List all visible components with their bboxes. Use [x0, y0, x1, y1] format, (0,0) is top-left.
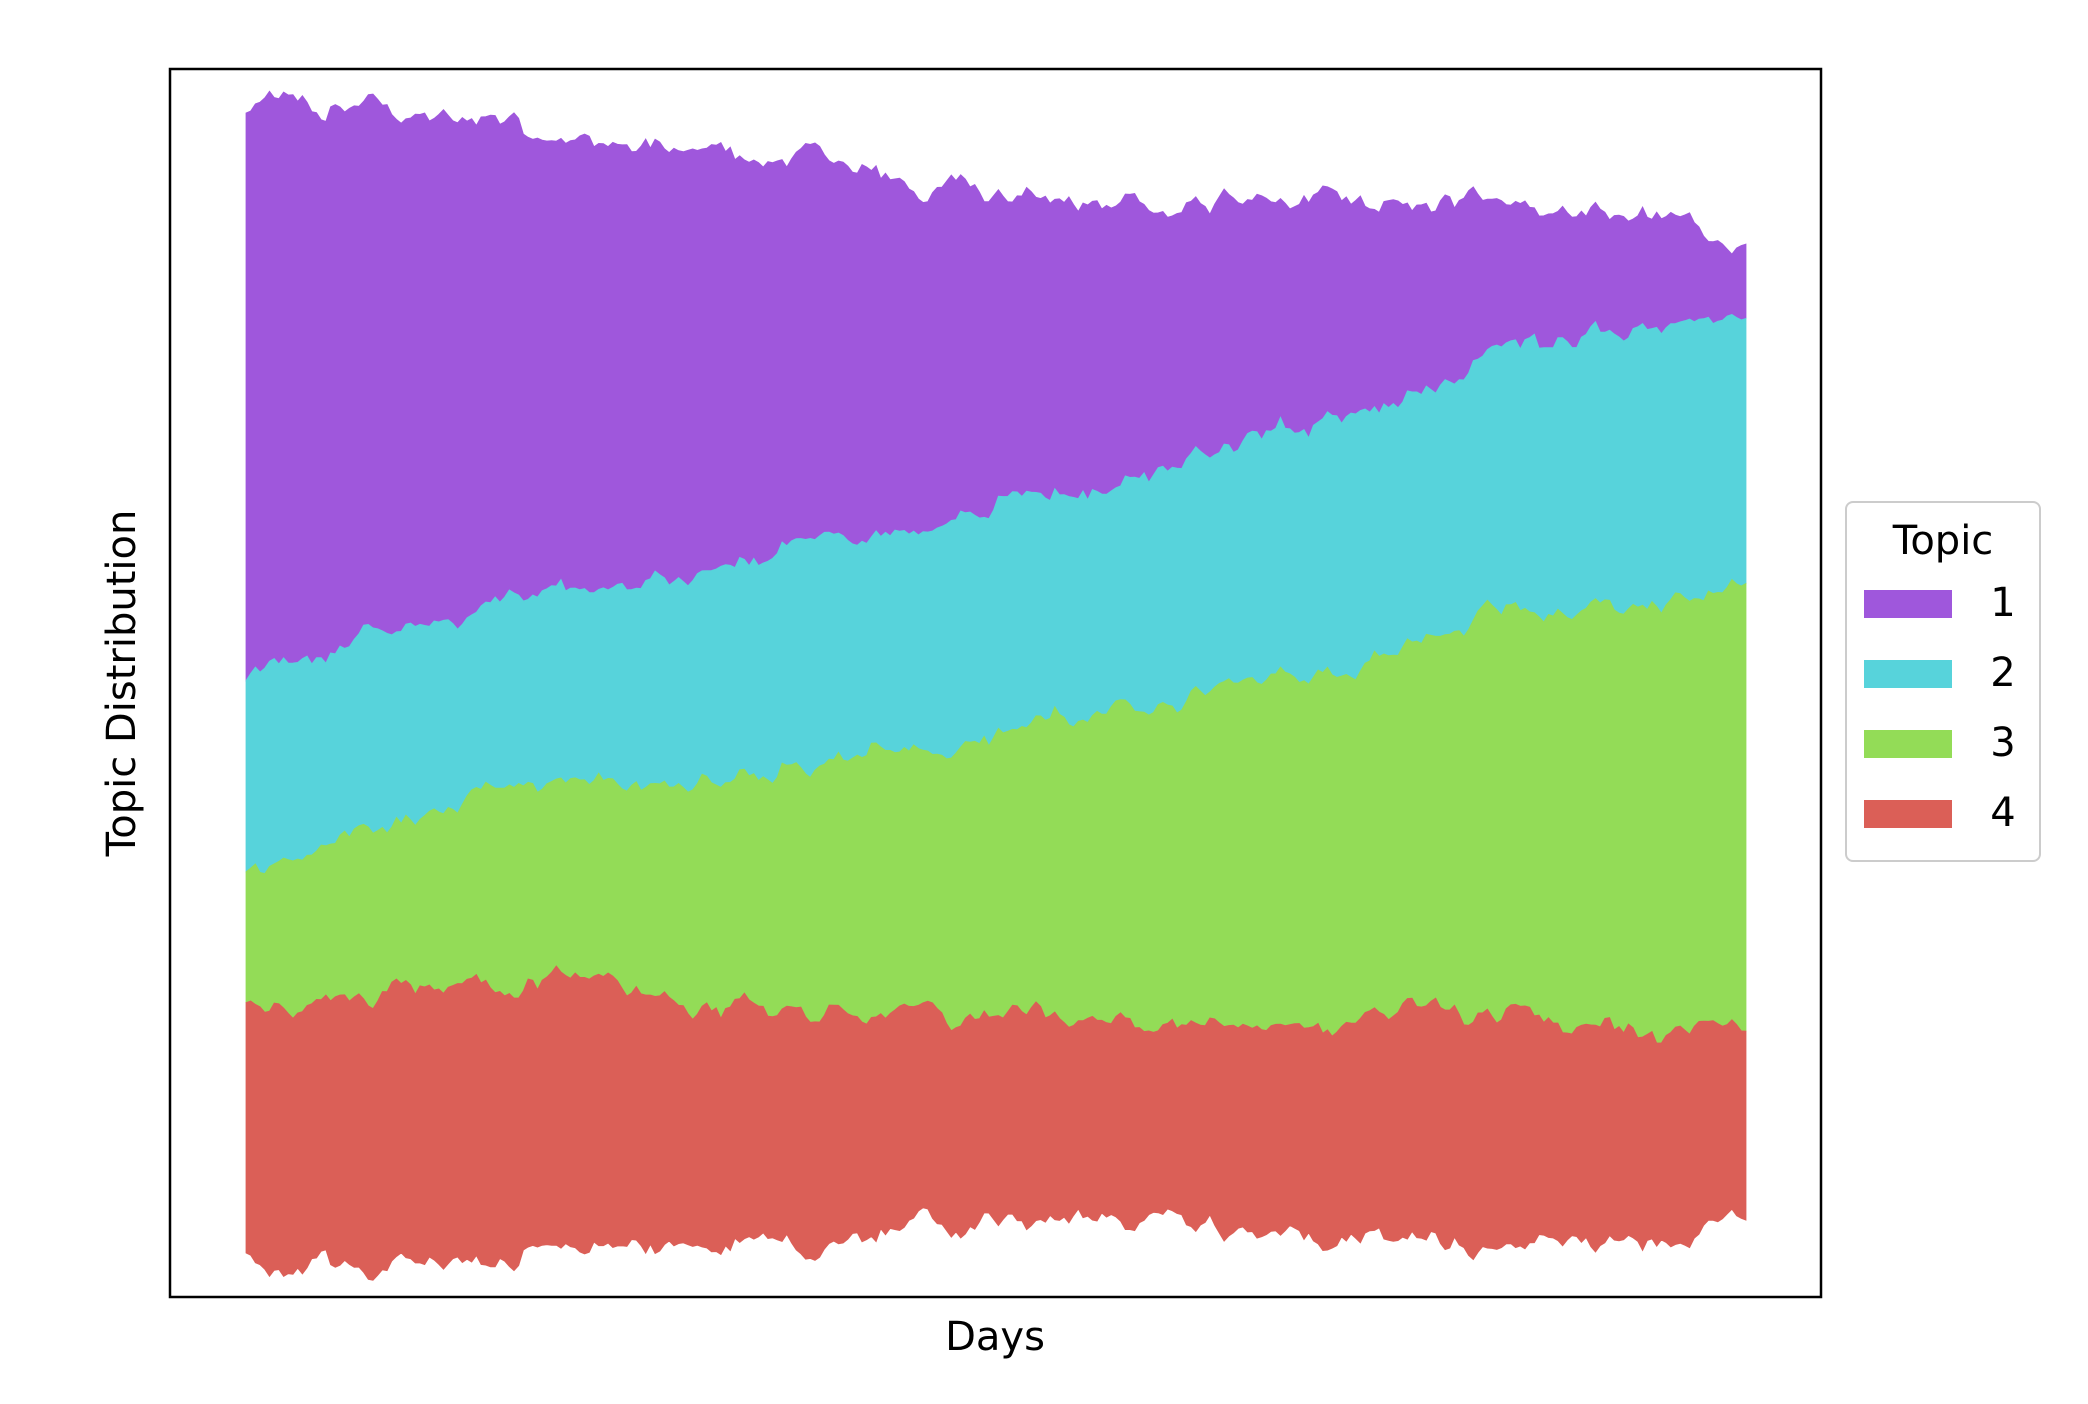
legend-items: 1 2 3 4 [1864, 580, 2016, 836]
stream-area-topic-4 [245, 965, 1747, 1281]
stream-areas [245, 90, 1747, 1281]
legend-title: Topic [1892, 518, 1994, 564]
y-axis-label: Topic Distribution [99, 510, 145, 858]
legend-label-topic-4: 4 [1990, 790, 2015, 836]
legend: Topic 1 2 3 4 [1845, 501, 2041, 862]
legend-swatch-topic-2 [1864, 660, 1952, 688]
x-axis-label: Days [945, 1314, 1045, 1360]
legend-label-topic-3: 3 [1990, 720, 2015, 766]
legend-swatch-topic-1 [1864, 590, 1952, 618]
legend-swatch-topic-3 [1864, 730, 1952, 758]
legend-swatch-topic-4 [1864, 800, 1952, 828]
legend-label-topic-2: 2 [1990, 650, 2015, 696]
legend-label-topic-1: 1 [1990, 580, 2015, 626]
plot-frame [168, 67, 1823, 1299]
